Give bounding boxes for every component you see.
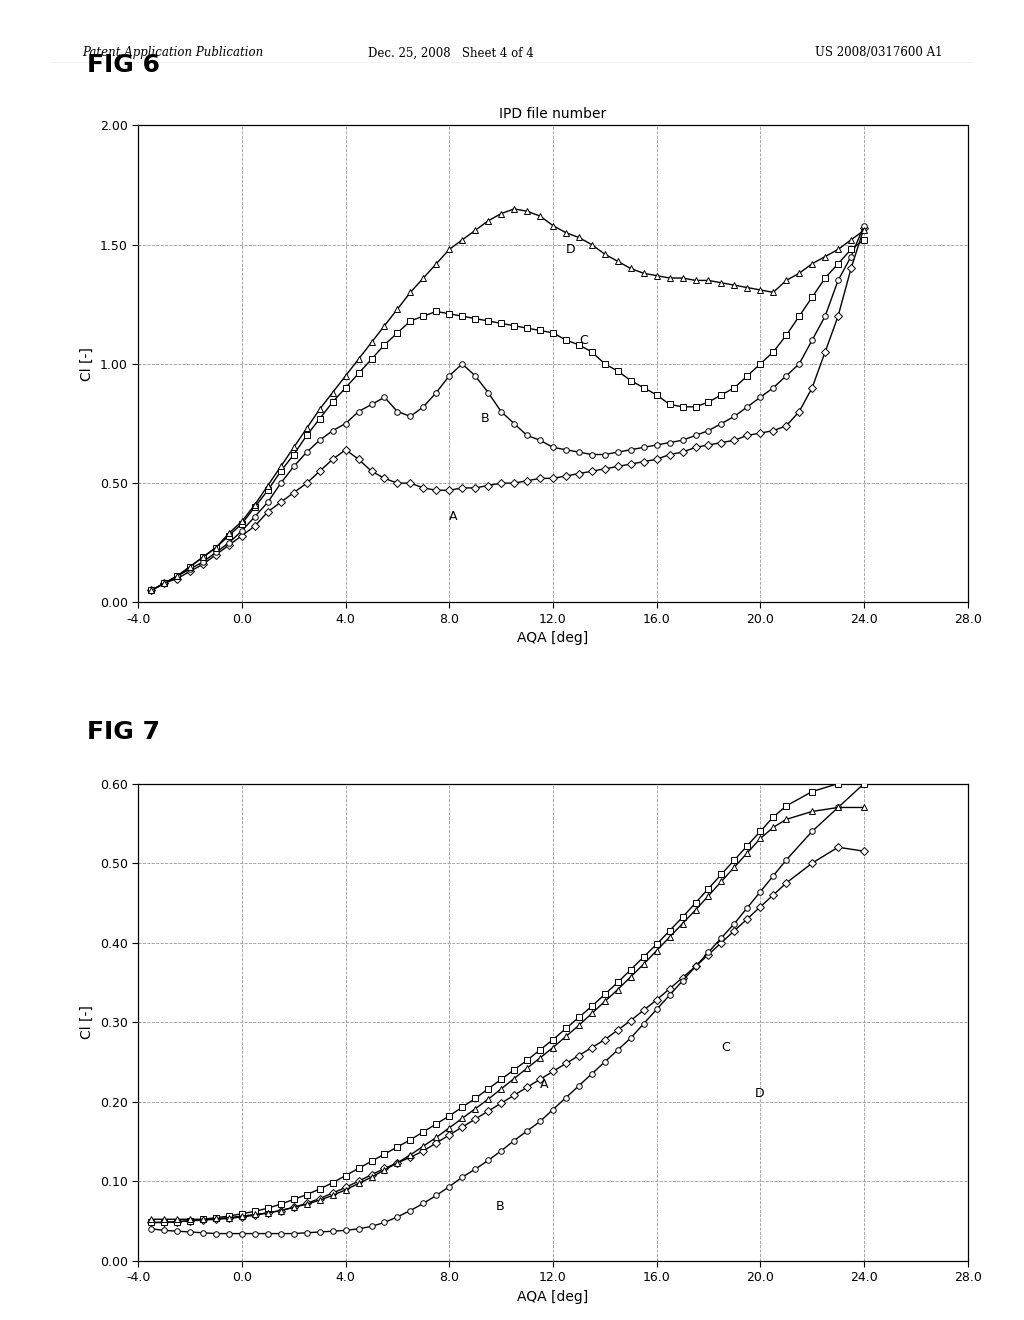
X-axis label: AQA [deg]: AQA [deg]: [517, 631, 589, 645]
Text: Dec. 25, 2008   Sheet 4 of 4: Dec. 25, 2008 Sheet 4 of 4: [368, 46, 534, 59]
Text: C: C: [722, 1041, 730, 1055]
Text: B: B: [480, 412, 489, 425]
Text: C: C: [579, 334, 588, 347]
Text: Patent Application Publication: Patent Application Publication: [82, 46, 263, 59]
Text: US 2008/0317600 A1: US 2008/0317600 A1: [814, 46, 942, 59]
Text: B: B: [496, 1200, 505, 1213]
Y-axis label: Cl [-]: Cl [-]: [80, 347, 94, 381]
Text: FIG 7: FIG 7: [87, 721, 160, 744]
Text: D: D: [755, 1088, 765, 1100]
Text: D: D: [566, 243, 575, 256]
Y-axis label: Cl [-]: Cl [-]: [80, 1005, 94, 1039]
Text: A: A: [450, 510, 458, 523]
Text: A: A: [540, 1077, 549, 1090]
X-axis label: AQA [deg]: AQA [deg]: [517, 1290, 589, 1304]
Text: FIG 6: FIG 6: [87, 53, 160, 77]
Title: IPD file number: IPD file number: [500, 107, 606, 121]
